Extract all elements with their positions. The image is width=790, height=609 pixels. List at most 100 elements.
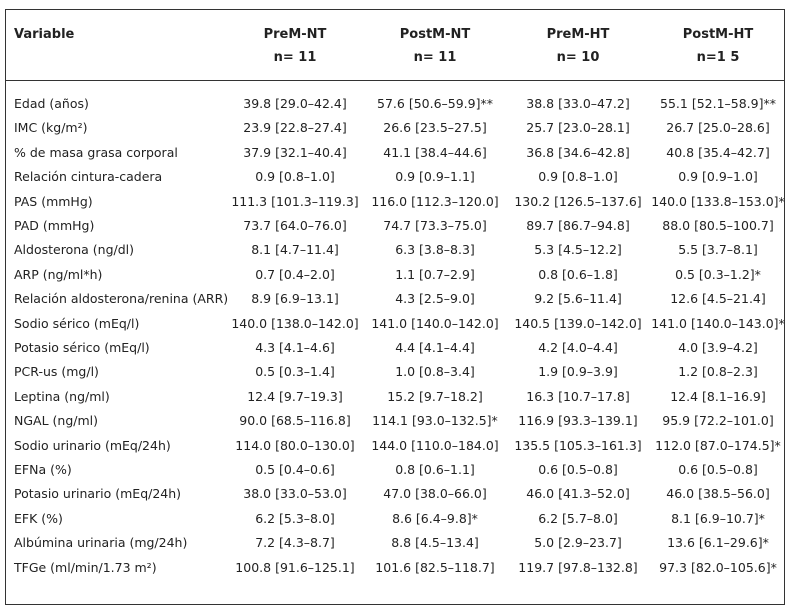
value-cell: 8.6 [6.4–9.8]* <box>392 510 478 526</box>
value-cell: 12.4 [9.7–19.3] <box>247 388 343 404</box>
header-cell: PostM-HT <box>682 27 754 42</box>
value-cell: 0.7 [0.4–2.0] <box>255 266 335 282</box>
value-cell: 46.0 [41.3–52.0] <box>526 486 630 502</box>
value-cell: 8.1 [4.7–11.4] <box>251 242 339 258</box>
value-cell: 6.3 [3.8–8.3] <box>395 242 475 258</box>
value-cell: 47.0 [38.0–66.0] <box>383 486 487 502</box>
value-cell: 46.0 [38.5–56.0] <box>666 486 770 502</box>
value-cell: 0.8 [0.6–1.8] <box>538 266 618 282</box>
row-label: % de masa grasa corporal <box>14 144 178 160</box>
value-cell: 114.0 [80.0–130.0] <box>235 437 355 453</box>
header-cell: PostM-NT <box>399 27 471 42</box>
value-cell: 8.1 [6.9–10.7]* <box>671 510 765 526</box>
value-cell: 101.6 [82.5–118.7] <box>375 559 495 575</box>
value-cell: 141.0 [140.0–142.0] <box>371 315 499 331</box>
row-label: EFNa (%) <box>14 462 72 477</box>
header-cell: Variable <box>14 27 75 42</box>
row-label: Relación aldosterona/renina (ARR) <box>14 291 229 307</box>
value-cell: 0.9 [0.9–1.1] <box>395 169 475 185</box>
value-cell: 13.6 [6.1–29.6]* <box>667 535 769 551</box>
value-cell: 6.2 [5.3–8.0] <box>255 510 335 526</box>
value-cell: 37.9 [32.1–40.4] <box>243 144 347 160</box>
value-cell: 144.0 [110.0–184.0] <box>371 437 499 453</box>
value-cell: 97.3 [82.0–105.6]* <box>659 559 777 575</box>
row-label: TFGe (ml/min/1.73 m²) <box>14 559 157 575</box>
table-border <box>5 9 785 605</box>
row-label: PCR-us (mg/l) <box>14 364 99 380</box>
row-label: Relación cintura-cadera <box>14 169 163 185</box>
row-label: NGAL (ng/ml) <box>14 413 98 429</box>
value-cell: 26.6 [23.5–27.5] <box>383 120 487 136</box>
value-cell: 0.8 [0.6–1.1] <box>395 462 475 477</box>
value-cell: 0.5 [0.3–1.4] <box>255 364 335 380</box>
value-cell: 112.0 [87.0–174.5]* <box>655 437 781 453</box>
value-cell: 41.1 [38.4–44.6] <box>383 144 487 160</box>
value-cell: 0.6 [0.5–0.8] <box>538 462 618 477</box>
value-cell: 5.5 [3.7–8.1] <box>678 242 758 258</box>
value-cell: 74.7 [73.3–75.0] <box>383 218 487 233</box>
header-n: n= 11 <box>273 50 317 65</box>
row-label: Sodio sérico (mEq/l) <box>14 315 140 331</box>
header-rule <box>5 80 785 81</box>
header-n: n= 10 <box>556 50 600 65</box>
row-label: EFK (%) <box>14 510 63 526</box>
value-cell: 141.0 [140.0–143.0]* <box>651 315 785 331</box>
value-cell: 1.0 [0.8–3.4] <box>395 364 475 380</box>
value-cell: 95.9 [72.2–101.0] <box>662 413 774 429</box>
value-cell: 26.7 [25.0–28.6] <box>666 120 770 136</box>
value-cell: 55.1 [52.1–58.9]** <box>660 96 776 111</box>
value-cell: 1.1 [0.7–2.9] <box>395 266 475 282</box>
row-label: Potasio urinario (mEq/24h) <box>14 486 182 502</box>
value-cell: 116.9 [93.3–139.1] <box>518 413 638 429</box>
value-cell: 4.3 [4.1–4.6] <box>255 340 335 355</box>
row-label: ARP (ng/ml*h) <box>14 266 103 282</box>
value-cell: 1.9 [0.9–3.9] <box>538 364 618 380</box>
value-cell: 90.0 [68.5–116.8] <box>239 413 351 429</box>
value-cell: 4.2 [4.0–4.4] <box>538 340 618 355</box>
value-cell: 8.8 [4.5–13.4] <box>391 535 479 551</box>
value-cell: 39.8 [29.0–42.4] <box>243 96 347 111</box>
value-cell: 40.8 [35.4–42.7] <box>666 144 770 160</box>
value-cell: 25.7 [23.0–28.1] <box>526 120 630 136</box>
header-cell: PreM-NT <box>263 27 327 42</box>
value-cell: 6.2 [5.7–8.0] <box>538 510 618 526</box>
value-cell: 114.1 [93.0–132.5]* <box>372 413 498 429</box>
value-cell: 7.2 [4.3–8.7] <box>255 535 335 551</box>
value-cell: 8.9 [6.9–13.1] <box>251 291 339 307</box>
row-label: Aldosterona (ng/dl) <box>14 242 135 258</box>
row-label: PAS (mmHg) <box>14 193 93 209</box>
value-cell: 36.8 [34.6–42.8] <box>526 144 630 160</box>
value-cell: 116.0 [112.3–120.0] <box>371 193 499 209</box>
value-cell: 4.3 [2.5–9.0] <box>395 291 475 307</box>
value-cell: 57.6 [50.6–59.9]** <box>377 96 493 111</box>
row-label: Edad (años) <box>14 96 89 111</box>
value-cell: 0.9 [0.8–1.0] <box>538 169 618 185</box>
value-cell: 38.0 [33.0–53.0] <box>243 486 347 502</box>
value-cell: 88.0 [80.5–100.7] <box>662 218 774 233</box>
header-n: n=1 5 <box>696 50 740 65</box>
value-cell: 9.2 [5.6–11.4] <box>534 291 622 307</box>
value-cell: 135.5 [105.3–161.3] <box>514 437 642 453</box>
value-cell: 140.0 [138.0–142.0] <box>231 315 359 331</box>
row-label: Potasio sérico (mEq/l) <box>14 340 150 355</box>
value-cell: 140.5 [139.0–142.0] <box>514 315 642 331</box>
value-cell: 0.9 [0.9–1.0] <box>678 169 758 185</box>
value-cell: 130.2 [126.5–137.6] <box>514 193 642 209</box>
value-cell: 0.9 [0.8–1.0] <box>255 169 335 185</box>
value-cell: 140.0 [133.8–153.0]* <box>651 193 785 209</box>
row-label: PAD (mmHg) <box>14 218 95 233</box>
value-cell: 4.4 [4.1–4.4] <box>395 340 475 355</box>
row-label: Leptina (ng/ml) <box>14 388 110 404</box>
value-cell: 5.3 [4.5–12.2] <box>534 242 622 258</box>
header-cell: PreM-HT <box>546 27 610 42</box>
value-cell: 73.7 [64.0–76.0] <box>243 218 347 233</box>
value-cell: 4.0 [3.9–4.2] <box>678 340 758 355</box>
value-cell: 16.3 [10.7–17.8] <box>526 388 630 404</box>
value-cell: 100.8 [91.6–125.1] <box>235 559 355 575</box>
value-cell: 119.7 [97.8–132.8] <box>518 559 638 575</box>
value-cell: 12.6 [4.5–21.4] <box>670 291 766 307</box>
value-cell: 0.5 [0.4–0.6] <box>255 462 335 477</box>
value-cell: 111.3 [101.3–119.3] <box>231 193 359 209</box>
value-cell: 38.8 [33.0–47.2] <box>526 96 630 111</box>
